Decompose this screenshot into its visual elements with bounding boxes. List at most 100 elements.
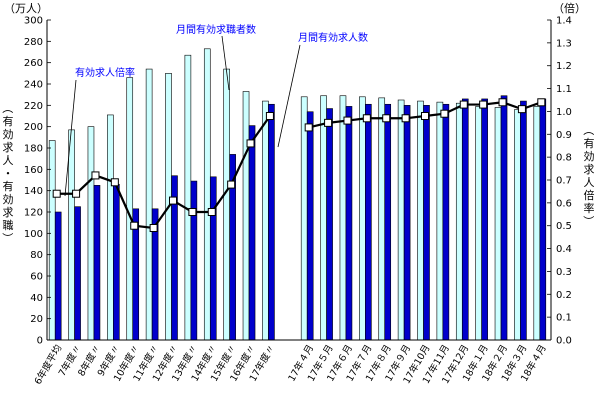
- job-seekers-bar: [378, 97, 386, 341]
- ratio-marker: [265, 112, 274, 120]
- job-offers-bar: [268, 103, 275, 341]
- bars-layer: [48, 48, 547, 341]
- ratio-marker: [304, 123, 313, 132]
- annotation-job-seekers-leader: [221, 35, 230, 91]
- ratio-marker: [149, 224, 158, 232]
- axis-title-char: ・: [3, 167, 14, 180]
- job-offers-bar: [442, 103, 450, 341]
- axis-title-char: 人: [3, 154, 14, 167]
- ratio-marker: [72, 189, 81, 198]
- axis-title-char: 求: [3, 206, 14, 219]
- left-tick-label: 20: [30, 314, 43, 325]
- axis-title-char: 有: [3, 179, 14, 193]
- right-tick-label: 0.6: [556, 198, 572, 209]
- job-seekers-bar: [223, 68, 230, 341]
- left-tick-label: 180: [24, 144, 43, 155]
- right-tick-label: 1.2: [556, 61, 572, 72]
- job-seekers-bar: [145, 68, 153, 341]
- job-seekers-bar: [87, 126, 95, 341]
- ratio-marker: [343, 116, 352, 125]
- axis-title-char: 効: [3, 127, 14, 141]
- right-tick-label: 0.2: [556, 290, 572, 301]
- job-seekers-bar: [339, 95, 347, 341]
- left-tick-label: 120: [24, 208, 43, 219]
- job-seekers-bar: [533, 106, 541, 341]
- ratio-marker: [537, 98, 546, 107]
- job-seekers-bar: [417, 100, 424, 341]
- axis-title-char: 倍: [584, 188, 595, 202]
- left-tick-label: 40: [30, 293, 43, 304]
- category-label: 6年度平均: [32, 343, 64, 387]
- job-offers-bar: [326, 108, 333, 341]
- right-tick-label: 0.8: [556, 153, 572, 164]
- ratio-marker: [169, 196, 177, 205]
- job-seekers-bar: [107, 114, 114, 341]
- left-tick-label: 60: [30, 272, 43, 283]
- job-offers-bar: [423, 105, 430, 341]
- right-tick-label: 1.1: [556, 84, 572, 95]
- job-seekers-bar: [203, 48, 211, 341]
- job-seekers-bar: [242, 91, 250, 341]
- annotation-job-seekers: 月間有効求職者数: [176, 23, 256, 36]
- ratio-marker: [362, 114, 371, 123]
- axis-title-char: （: [582, 125, 595, 136]
- ratio-marker: [498, 98, 507, 107]
- right-axis-title: （有効求人倍率）: [582, 125, 595, 227]
- left-tick-label: 280: [24, 37, 43, 48]
- job-seekers-bar: [494, 107, 502, 341]
- job-offers-bar: [365, 103, 372, 341]
- axis-title-char: 効: [3, 192, 14, 206]
- job-seekers-bar: [455, 102, 463, 341]
- left-tick-label: 300: [24, 16, 43, 27]
- job-seekers-bar: [514, 109, 521, 341]
- right-tick-label: 0.3: [556, 267, 572, 278]
- job-offers-bar: [500, 95, 508, 341]
- annotation-ratio-leader: [64, 79, 77, 197]
- job-offers-bar: [345, 106, 353, 341]
- right-tick-label: 1.3: [556, 38, 572, 49]
- ratio-marker: [227, 180, 236, 189]
- right-tick-label: 0.5: [556, 221, 572, 232]
- job-seekers-bar: [184, 54, 192, 341]
- axis-title-char: 求: [584, 163, 595, 176]
- axis-title-char: 求: [3, 141, 14, 154]
- axis-title-char: 効: [584, 149, 595, 163]
- job-seekers-bar: [68, 129, 75, 341]
- ratio-marker: [324, 118, 333, 127]
- axis-title-char: 人: [584, 176, 595, 189]
- ratio-marker: [479, 100, 488, 109]
- left-tick-label: 220: [24, 101, 43, 112]
- job-offers-bar: [461, 98, 469, 341]
- left-tick-label: 0: [37, 336, 43, 347]
- ratio-marker: [188, 208, 197, 216]
- left-tick-label: 100: [24, 229, 43, 240]
- job-offers-bar: [113, 183, 120, 341]
- axis-title-char: （: [1, 103, 14, 114]
- left-tick-label: 200: [24, 122, 43, 133]
- axis-title-char: 有: [3, 114, 14, 128]
- job-seekers-bar: [262, 100, 269, 341]
- left-axis-title: （有効求人・有効求職）: [1, 103, 14, 244]
- ratio-marker: [440, 109, 449, 118]
- job-offers-bar: [190, 180, 198, 341]
- left-tick-label: 240: [24, 80, 43, 91]
- ratio-marker: [421, 112, 429, 120]
- job-offers-bar: [481, 98, 488, 341]
- job-offers-bar: [384, 103, 392, 341]
- axis-title-char: 職: [3, 219, 14, 232]
- job-offers-bar: [93, 185, 101, 341]
- job-offers-bar: [539, 98, 547, 341]
- axis-title-char: ）: [582, 216, 595, 227]
- annotation-ratio: 有効求人倍率: [75, 66, 135, 79]
- job-offers-bar: [306, 111, 314, 341]
- job-offers-bar: [209, 176, 217, 341]
- job-offers-bar: [54, 211, 62, 341]
- job-offers-bar: [248, 125, 256, 341]
- ratio-marker: [517, 105, 526, 114]
- job-seekers-bar: [475, 106, 482, 341]
- ratio-marker: [91, 171, 100, 180]
- right-tick-label: 0.4: [556, 244, 572, 255]
- ratio-marker: [246, 139, 255, 148]
- right-tick-label: 0.9: [556, 130, 572, 141]
